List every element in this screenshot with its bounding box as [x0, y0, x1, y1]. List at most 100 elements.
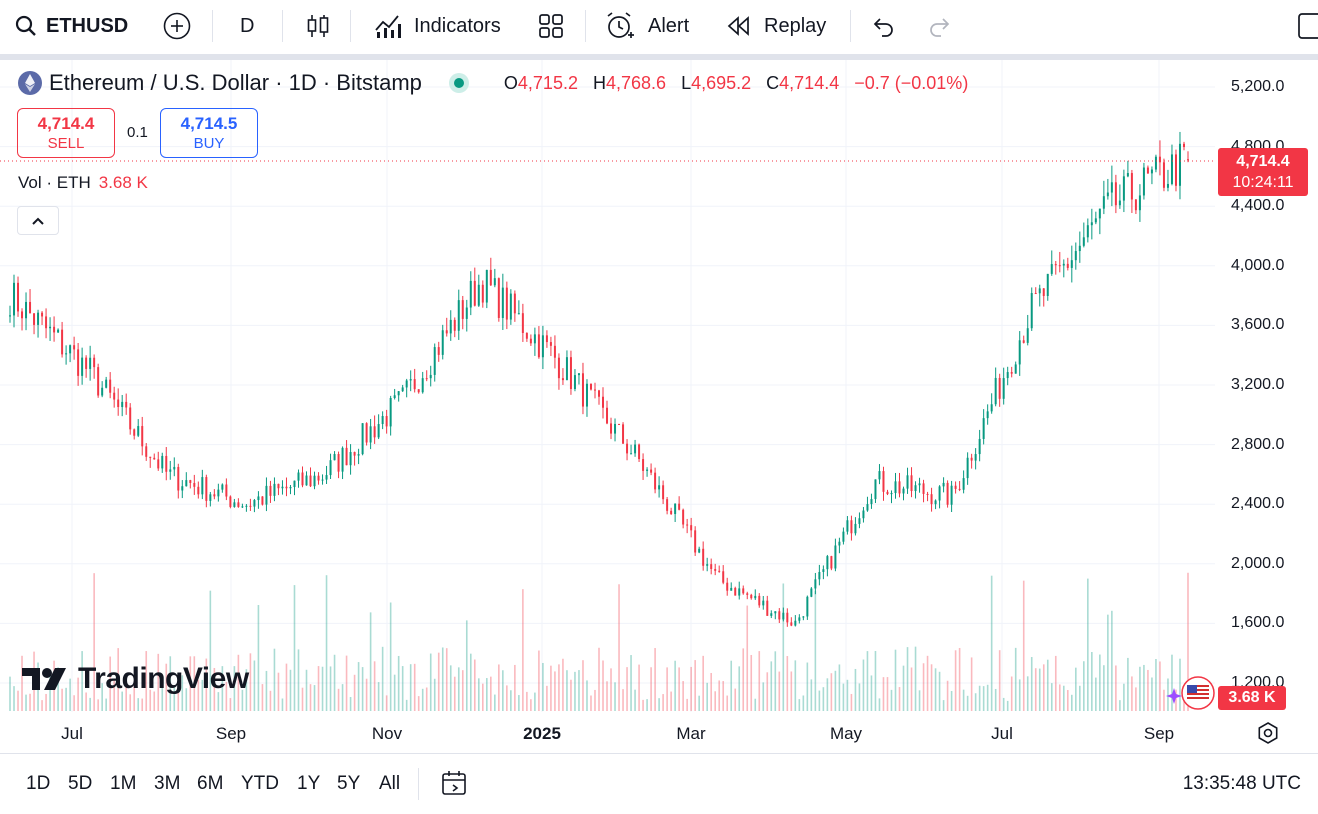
layout-button[interactable] [537, 0, 565, 52]
collapse-legend-button[interactable] [17, 206, 59, 235]
calendar-goto-icon[interactable] [440, 769, 470, 799]
range-1d[interactable]: 1D [26, 773, 51, 794]
volume-bar [986, 684, 989, 711]
candles-icon [307, 15, 329, 37]
redo-button[interactable] [927, 0, 953, 52]
candle-body [1170, 154, 1173, 184]
candle-body [533, 334, 536, 344]
volume-bar [558, 664, 560, 711]
candle-body [730, 587, 733, 591]
candle-body [449, 319, 452, 334]
candle-body [405, 380, 408, 388]
candle-body [902, 488, 905, 494]
volume-bar [213, 667, 216, 711]
candle-body [485, 269, 488, 303]
candle-body [974, 454, 977, 461]
volume-bar [97, 699, 99, 711]
volume-legend[interactable]: Vol · ETH 3.68 K [18, 173, 148, 193]
range-5d[interactable]: 5D [68, 773, 93, 794]
candle-body [385, 416, 388, 427]
chart-area[interactable] [0, 60, 1318, 753]
sell-button[interactable]: 4,714.4 SELL [17, 108, 115, 158]
candle-body [662, 485, 665, 500]
volume-bar [938, 671, 941, 711]
alert-button[interactable]: Alert [604, 0, 689, 52]
volume-bar [369, 612, 372, 711]
range-6m[interactable]: 6M [197, 773, 224, 794]
candle-body [433, 347, 436, 375]
grid-layout-icon [539, 14, 563, 38]
price-chart[interactable] [0, 60, 1318, 753]
fullscreen-button[interactable] [1298, 0, 1318, 52]
volume-bar [221, 666, 224, 711]
volume-bar [914, 646, 917, 711]
volume-bar [1042, 664, 1045, 711]
symbol-title[interactable]: Ethereum / U.S. Dollar · 1D · Bitstamp [49, 70, 422, 95]
volume-bar [726, 695, 729, 711]
volume-bar [1026, 676, 1029, 711]
candle-body [249, 505, 252, 507]
volume-bar [297, 649, 300, 711]
symbol-search-button[interactable]: ETHUSD [14, 0, 128, 52]
gear-icon[interactable] [1256, 721, 1280, 745]
volume-bar [1111, 610, 1113, 711]
candle-body [862, 510, 865, 519]
volume-bar [674, 660, 676, 711]
range-1m[interactable]: 1M [110, 773, 137, 794]
candle-body [1042, 288, 1045, 296]
candle-body [990, 404, 993, 412]
volume-bar [934, 668, 937, 711]
volume-bar [49, 670, 51, 711]
candle-body [525, 332, 528, 339]
candle-body [421, 378, 424, 393]
tradingview-logo[interactable]: TradingView [22, 662, 249, 696]
candle-body [273, 483, 276, 496]
range-all[interactable]: All [379, 773, 401, 794]
high-value: 4,768.6 [605, 72, 667, 93]
candle-body [1146, 167, 1149, 174]
volume-bar [41, 700, 43, 711]
chart-type-button[interactable] [305, 0, 331, 52]
candle-body [465, 307, 468, 319]
compare-symbol-button[interactable] [162, 0, 192, 52]
replay-button[interactable]: Replay [726, 0, 826, 52]
volume-bar [1155, 659, 1157, 711]
candle-body [682, 509, 685, 525]
range-3m[interactable]: 3M [154, 773, 181, 794]
clock-timezone[interactable]: 13:35:48 UTC [1182, 773, 1301, 794]
us-flag-icon[interactable] [1181, 676, 1215, 710]
undo-button[interactable] [870, 0, 896, 52]
volume-bar [1135, 687, 1137, 711]
candle-body [197, 486, 200, 495]
candle-body [477, 284, 480, 306]
volume-bar [598, 647, 600, 711]
volume-bar [538, 650, 540, 711]
candle-body [1150, 169, 1153, 174]
volume-bar [698, 695, 700, 711]
range-5y[interactable]: 5Y [337, 773, 361, 794]
volume-bar [606, 681, 608, 711]
range-1y[interactable]: 1Y [297, 773, 321, 794]
volume-bar [858, 683, 861, 711]
volume-bar [393, 674, 396, 711]
volume-bar [233, 666, 236, 711]
range-ytd[interactable]: YTD [241, 773, 279, 794]
volume-bar [181, 675, 184, 711]
candle-body [17, 282, 20, 312]
candle-body [593, 389, 596, 391]
candle-body [1058, 265, 1061, 267]
candle-body [97, 367, 100, 396]
volume-bar [405, 699, 408, 711]
indicators-button[interactable]: Indicators [374, 0, 501, 52]
buy-button[interactable]: 4,714.5 BUY [160, 108, 258, 158]
candle-body [1106, 192, 1109, 197]
volume-bar [790, 671, 793, 711]
volume-bar [457, 667, 460, 711]
interval-button[interactable]: D [240, 0, 254, 52]
candle-body [994, 377, 997, 405]
candle-body [1014, 364, 1017, 374]
square-icon [1298, 13, 1318, 39]
open-key: O [503, 72, 518, 93]
candle-body [293, 480, 296, 488]
volume-bar [826, 678, 829, 711]
